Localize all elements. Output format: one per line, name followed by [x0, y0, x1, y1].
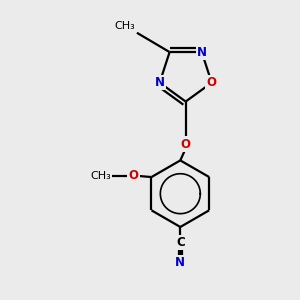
- Text: N: N: [155, 76, 165, 89]
- Text: N: N: [175, 256, 185, 269]
- Text: C: C: [176, 236, 185, 249]
- Text: O: O: [129, 169, 139, 182]
- Text: CH₃: CH₃: [115, 21, 135, 31]
- Text: O: O: [181, 138, 191, 151]
- Text: CH₃: CH₃: [90, 171, 111, 181]
- Text: O: O: [207, 76, 217, 89]
- Text: N: N: [197, 46, 207, 59]
